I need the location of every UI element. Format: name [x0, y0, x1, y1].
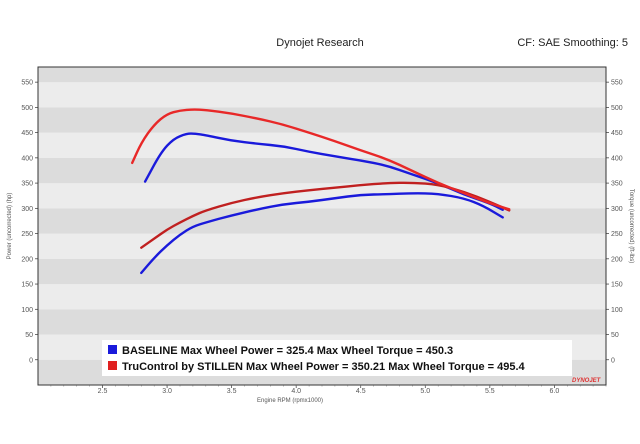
y-tick-label-right: 50 [611, 332, 619, 339]
y-tick-label: 150 [21, 282, 33, 289]
chart-title: Dynojet Research [276, 37, 364, 49]
y-tick-label: 350 [21, 181, 33, 188]
y-tick-label: 250 [21, 231, 33, 238]
x-tick-label: 4.0 [291, 388, 301, 395]
grid-band [38, 208, 606, 234]
legend-label-trucontrol: TruControl by STILLEN Max Wheel Power = … [122, 361, 526, 373]
grid-band [38, 67, 606, 83]
series-line-0-power [140, 192, 504, 275]
series-line-2-power [140, 181, 511, 249]
y-tick-label-right: 450 [611, 130, 623, 137]
y-tick-label-right: 400 [611, 155, 623, 162]
y-tick-label: 550 [21, 80, 33, 87]
y-tick-label: 450 [21, 130, 33, 137]
y-tick-label: 300 [21, 206, 33, 213]
grid-band [38, 183, 606, 209]
grid-band [38, 157, 606, 184]
y-tick-label-right: 550 [611, 80, 623, 87]
y-tick-label-right: 500 [611, 105, 623, 112]
y-tick-label: 400 [21, 155, 33, 162]
y-axis-right-ticks: 0 50 100 150 200 250 300 350 400 450 500 550 [606, 80, 623, 364]
y-tick-label: 500 [21, 105, 33, 112]
x-tick-label: 3.0 [162, 388, 172, 395]
x-tick-label: 5.5 [485, 388, 495, 395]
grid-band [38, 107, 606, 133]
y-tick-label: 0 [29, 357, 33, 364]
y-tick-label-right: 350 [611, 181, 623, 188]
x-tick-label: 4.5 [356, 388, 366, 395]
y-tick-label-right: 150 [611, 282, 623, 289]
y-tick-label-right: 300 [611, 206, 623, 213]
x-tick-label: 6.0 [549, 388, 559, 395]
y-tick-label: 50 [25, 332, 33, 339]
x-axis-label: Engine RPM (rpmx1000) [257, 398, 323, 404]
y-axis-right-label: Torque (uncorrected) (ft-lbs) [628, 189, 634, 263]
y-tick-label: 100 [21, 307, 33, 314]
y-tick-label-right: 0 [611, 357, 615, 364]
legend-swatch-baseline [108, 345, 117, 354]
plot-area-bands [38, 67, 606, 385]
x-axis-ticks: 2.5 3.0 3.5 4.0 4.5 5.0 5.5 6.0 [50, 385, 607, 395]
series-line-3-torque [131, 108, 511, 211]
x-tick-label: 2.5 [98, 388, 108, 395]
grid-band [38, 284, 606, 310]
y-tick-label: 200 [21, 256, 33, 263]
dynojet-logo: DYNOJET [572, 378, 602, 384]
legend: BASELINE Max Wheel Power = 325.4 Max Whe… [102, 340, 572, 376]
legend-label-baseline: BASELINE Max Wheel Power = 325.4 Max Whe… [122, 345, 453, 357]
y-tick-label-right: 250 [611, 231, 623, 238]
series-layer [131, 108, 511, 275]
x-tick-label: 5.0 [420, 388, 430, 395]
x-tick-label: 3.5 [227, 388, 237, 395]
grid-band [38, 258, 606, 285]
y-tick-label-right: 200 [611, 256, 623, 263]
grid-band [38, 82, 606, 108]
legend-swatch-trucontrol [108, 361, 117, 370]
y-tick-label-right: 100 [611, 307, 623, 314]
legend-box [102, 340, 572, 376]
grid-band [38, 309, 606, 335]
correction-factor-label: CF: SAE Smoothing: 5 [517, 37, 628, 49]
y-axis-left-ticks: 0 50 100 150 200 250 300 350 400 450 500 550 [21, 80, 38, 364]
grid-band [38, 233, 606, 259]
y-axis-left-label: Power (uncorrected) (hp) [7, 193, 13, 260]
